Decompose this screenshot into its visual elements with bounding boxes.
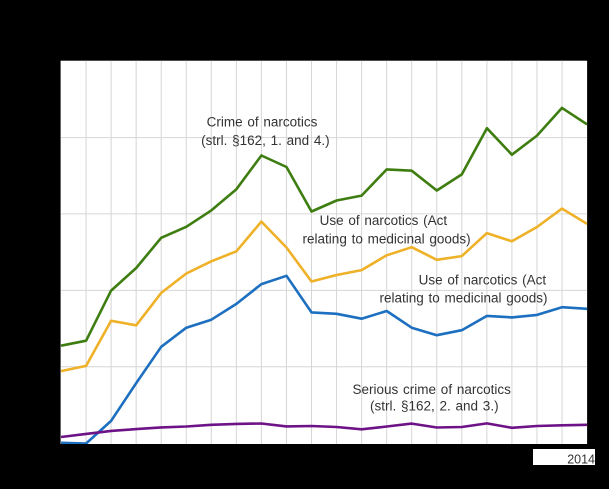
svg-text:relating to medicinal goods): relating to medicinal goods) <box>379 290 547 305</box>
svg-text:relating to medicinal goods): relating to medicinal goods) <box>303 231 471 246</box>
svg-text:Use of narcotics (Act: Use of narcotics (Act <box>419 272 547 287</box>
svg-text:Crime of narcotics: Crime of narcotics <box>207 115 318 130</box>
svg-text:2014: 2014 <box>567 452 595 466</box>
svg-text:(strl. §162, 1. and 4.): (strl. §162, 1. and 4.) <box>201 133 330 148</box>
svg-text:(strl. §162, 2. and 3.): (strl. §162, 2. and 3.) <box>370 399 499 414</box>
svg-text:Serious crime of narcotics: Serious crime of narcotics <box>353 382 512 397</box>
svg-text:Use of narcotics (Act: Use of narcotics (Act <box>320 213 448 228</box>
